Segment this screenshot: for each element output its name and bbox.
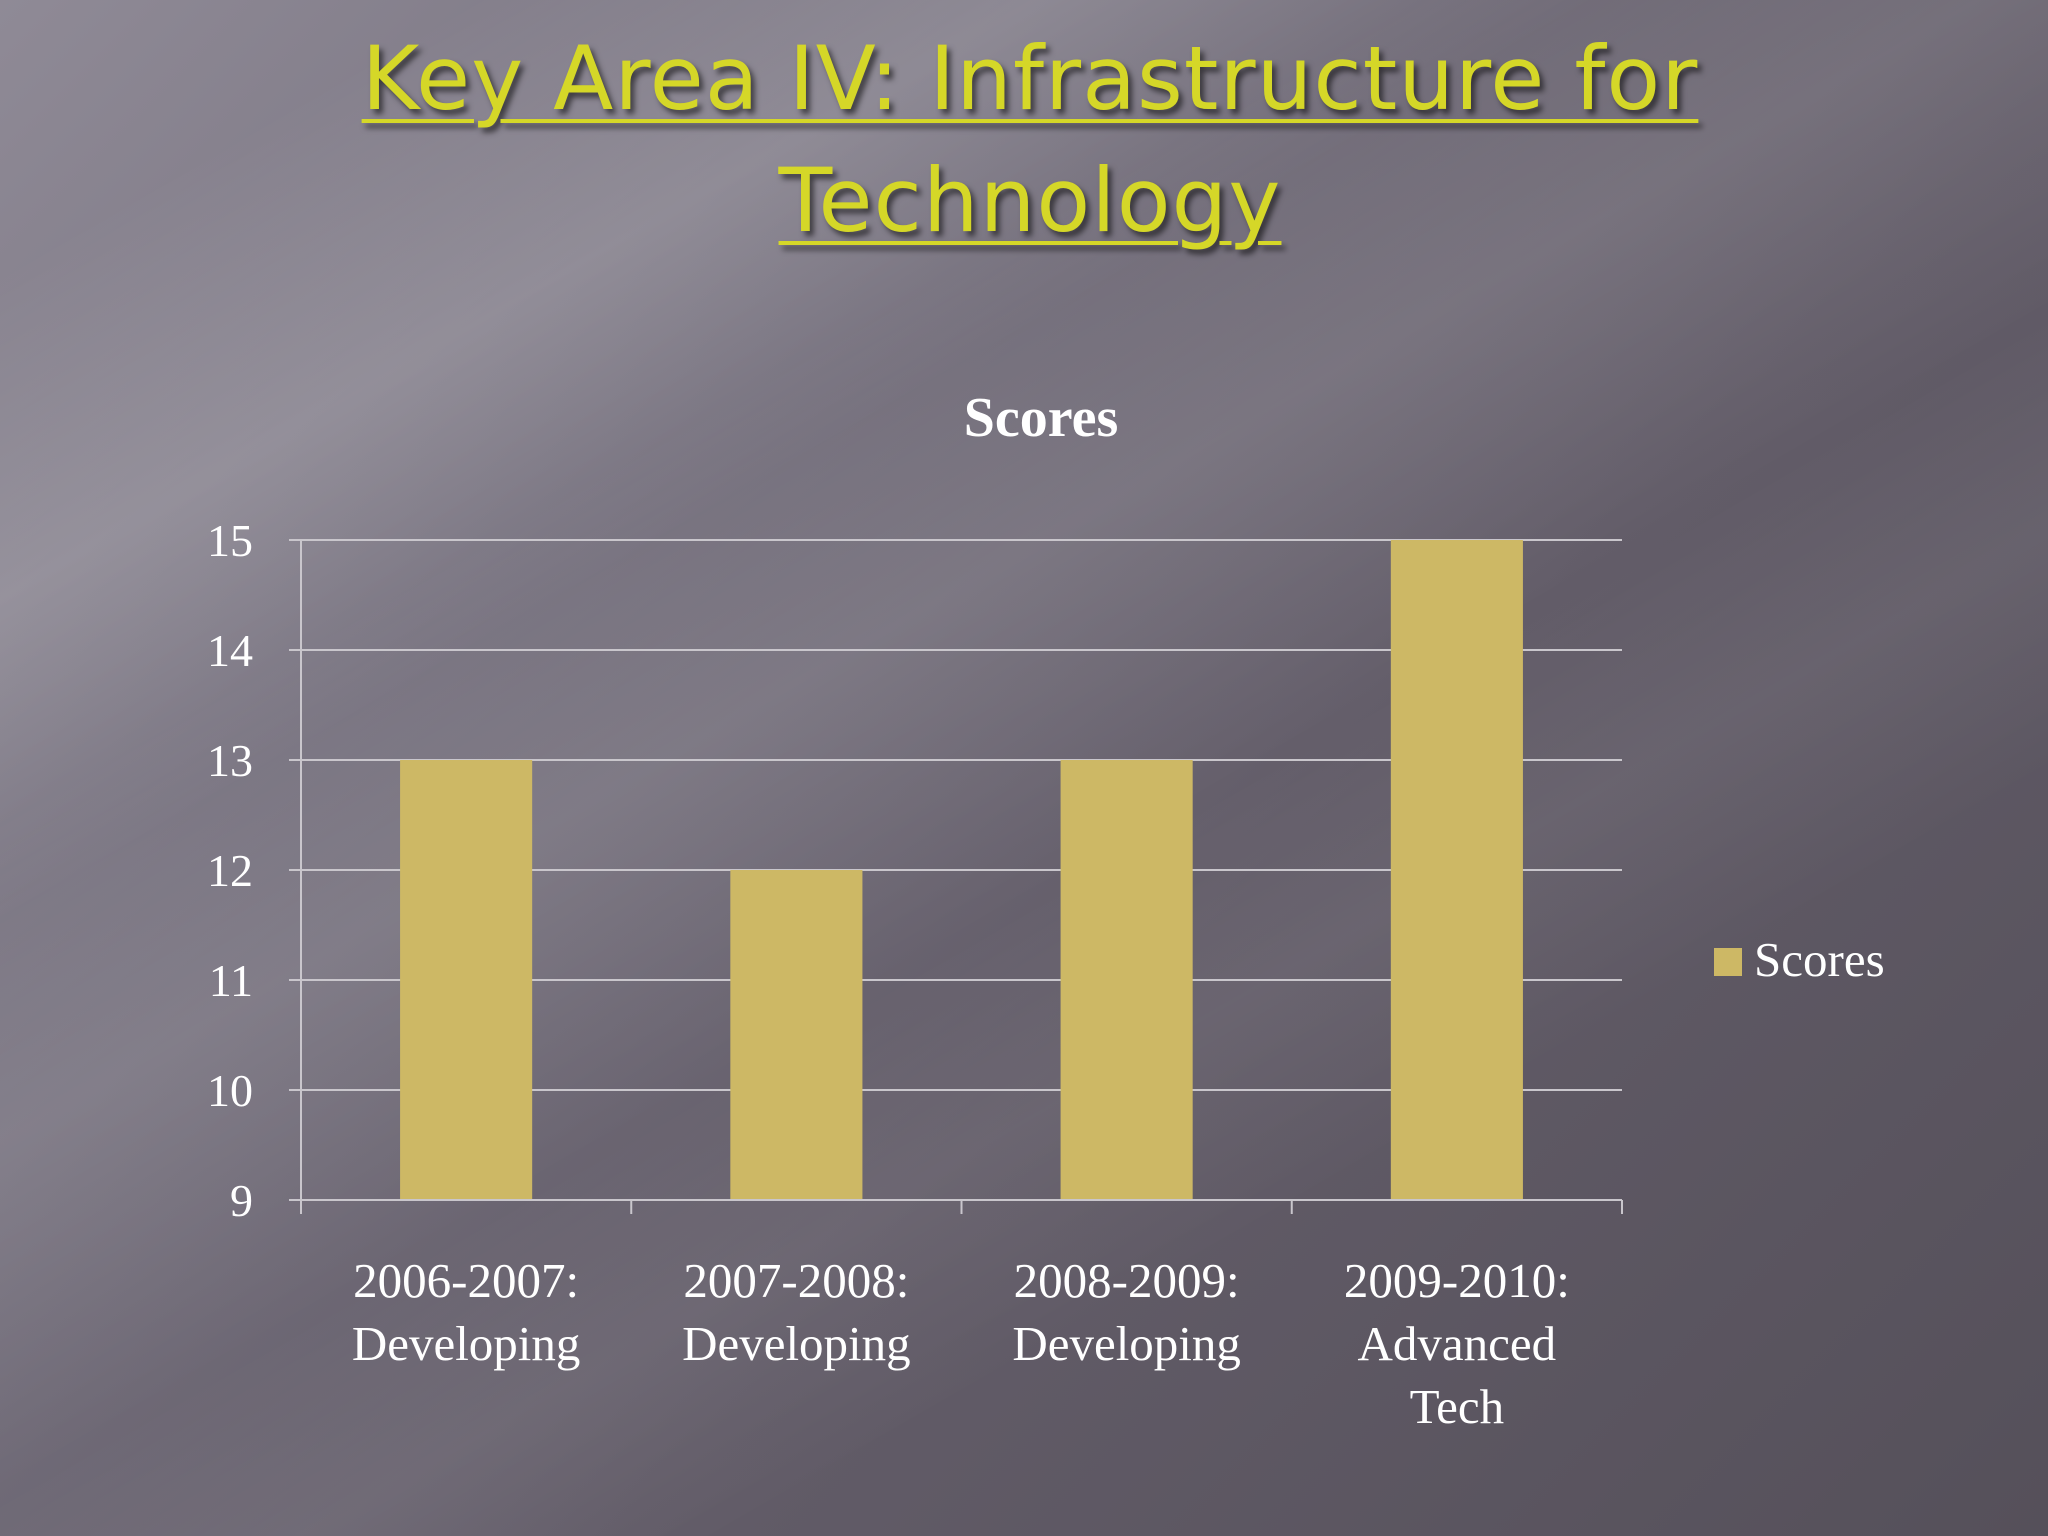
y-tick-label: 10 [207, 1065, 253, 1116]
bar [400, 760, 533, 1200]
slide-title: Key Area IV: Infrastructure for Technolo… [180, 18, 1880, 262]
chart-title: Scores [964, 387, 1119, 449]
x-category-label: 2009-2010: Advanced Tech [1344, 1253, 1570, 1434]
x-category-label: 2006-2007: Developing [352, 1253, 581, 1371]
y-tick-label: 15 [207, 515, 253, 566]
legend: Scores [1714, 932, 1885, 987]
bars [400, 540, 1523, 1200]
y-tick-label: 11 [209, 955, 253, 1006]
x-category-label: 2008-2009: Developing [1012, 1253, 1241, 1371]
y-tick-label: 13 [207, 735, 253, 786]
x-category-label: 2007-2008: Developing [682, 1253, 911, 1371]
y-tick-label: 14 [207, 625, 253, 676]
slide-title-line2: Technology [778, 149, 1282, 252]
axis-labels: 9 10 11 12 13 14 15 2006-2007: Developing 2007-20… [207, 515, 1570, 1434]
y-tick-label: 9 [230, 1175, 253, 1226]
legend-swatch [1714, 948, 1742, 976]
bar [730, 870, 863, 1200]
legend-label: Scores [1754, 932, 1885, 987]
slide-title-line1: Key Area IV: Infrastructure for [361, 27, 1699, 130]
y-tick-label: 12 [207, 845, 253, 896]
bar [1060, 760, 1193, 1200]
axes [289, 539, 1623, 1214]
bar [1390, 540, 1523, 1200]
